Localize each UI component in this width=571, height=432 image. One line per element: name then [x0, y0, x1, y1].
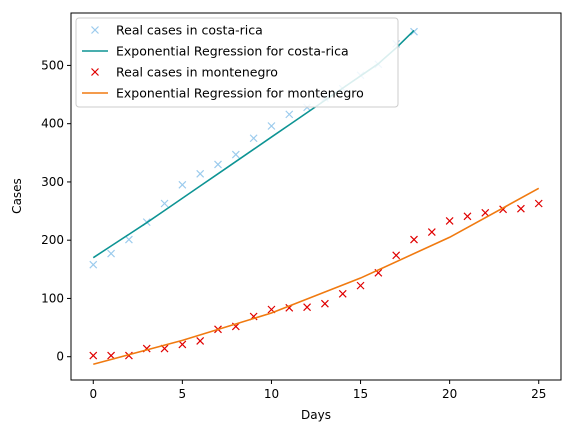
data-point: [196, 169, 205, 178]
data-point: [410, 235, 418, 244]
x-axis-title: Days: [301, 408, 331, 422]
data-point: [107, 351, 116, 360]
data-point: [285, 110, 294, 119]
data-point: [89, 260, 98, 269]
legend-marker-swatch: [91, 68, 99, 76]
data-point: [463, 212, 472, 221]
data-point: [178, 340, 187, 349]
data-point: [267, 122, 276, 130]
legend-entry-label: Real cases in costa-rica: [116, 23, 263, 38]
data-point: [196, 337, 205, 345]
data-point: [481, 208, 490, 217]
axis-ticks: 0 5 10 15 20 25 0 100 200 300 400 500: [41, 58, 546, 401]
data-point: [534, 199, 543, 208]
data-point: [178, 180, 187, 189]
x-tick-label: 5: [179, 387, 187, 401]
data-point: [160, 199, 169, 208]
data-point: [516, 204, 525, 213]
x-tick-label: 20: [442, 387, 457, 401]
legend-entry-label: Real cases in montenegro: [116, 65, 278, 80]
data-point: [392, 251, 401, 260]
data-point: [231, 150, 240, 159]
y-tick-label: 0: [56, 350, 64, 364]
data-point: [124, 235, 133, 244]
data-point: [445, 217, 454, 225]
data-point: [356, 281, 365, 290]
x-tick-label: 0: [89, 387, 97, 401]
data-point: [320, 299, 329, 308]
legend-marker-swatch: [91, 26, 99, 34]
data-point: [338, 289, 347, 298]
y-tick-label: 200: [41, 233, 64, 247]
legend-entry-label: Exponential Regression for costa-rica: [116, 44, 349, 59]
data-point: [410, 27, 418, 36]
y-tick-label: 100: [41, 291, 64, 305]
legend-entry-label: Exponential Regression for montenegro: [116, 86, 364, 101]
data-point: [303, 303, 312, 312]
y-axis-title: Cases: [10, 178, 24, 214]
x-tick-label: 25: [531, 387, 546, 401]
legend: Real cases in costa-rica Exponential Regr…: [75, 17, 399, 108]
y-tick-label: 300: [41, 175, 64, 189]
legend-box: [75, 17, 399, 108]
y-tick-label: 400: [41, 117, 64, 131]
data-point: [89, 351, 98, 360]
data-point: [427, 228, 436, 236]
x-tick-label: 10: [264, 387, 279, 401]
y-tick-label: 500: [41, 58, 64, 72]
x-tick-label: 15: [353, 387, 368, 401]
data-point: [107, 249, 116, 258]
data-point: [249, 134, 258, 143]
series-line-3: [93, 187, 540, 366]
data-point: [214, 160, 222, 169]
